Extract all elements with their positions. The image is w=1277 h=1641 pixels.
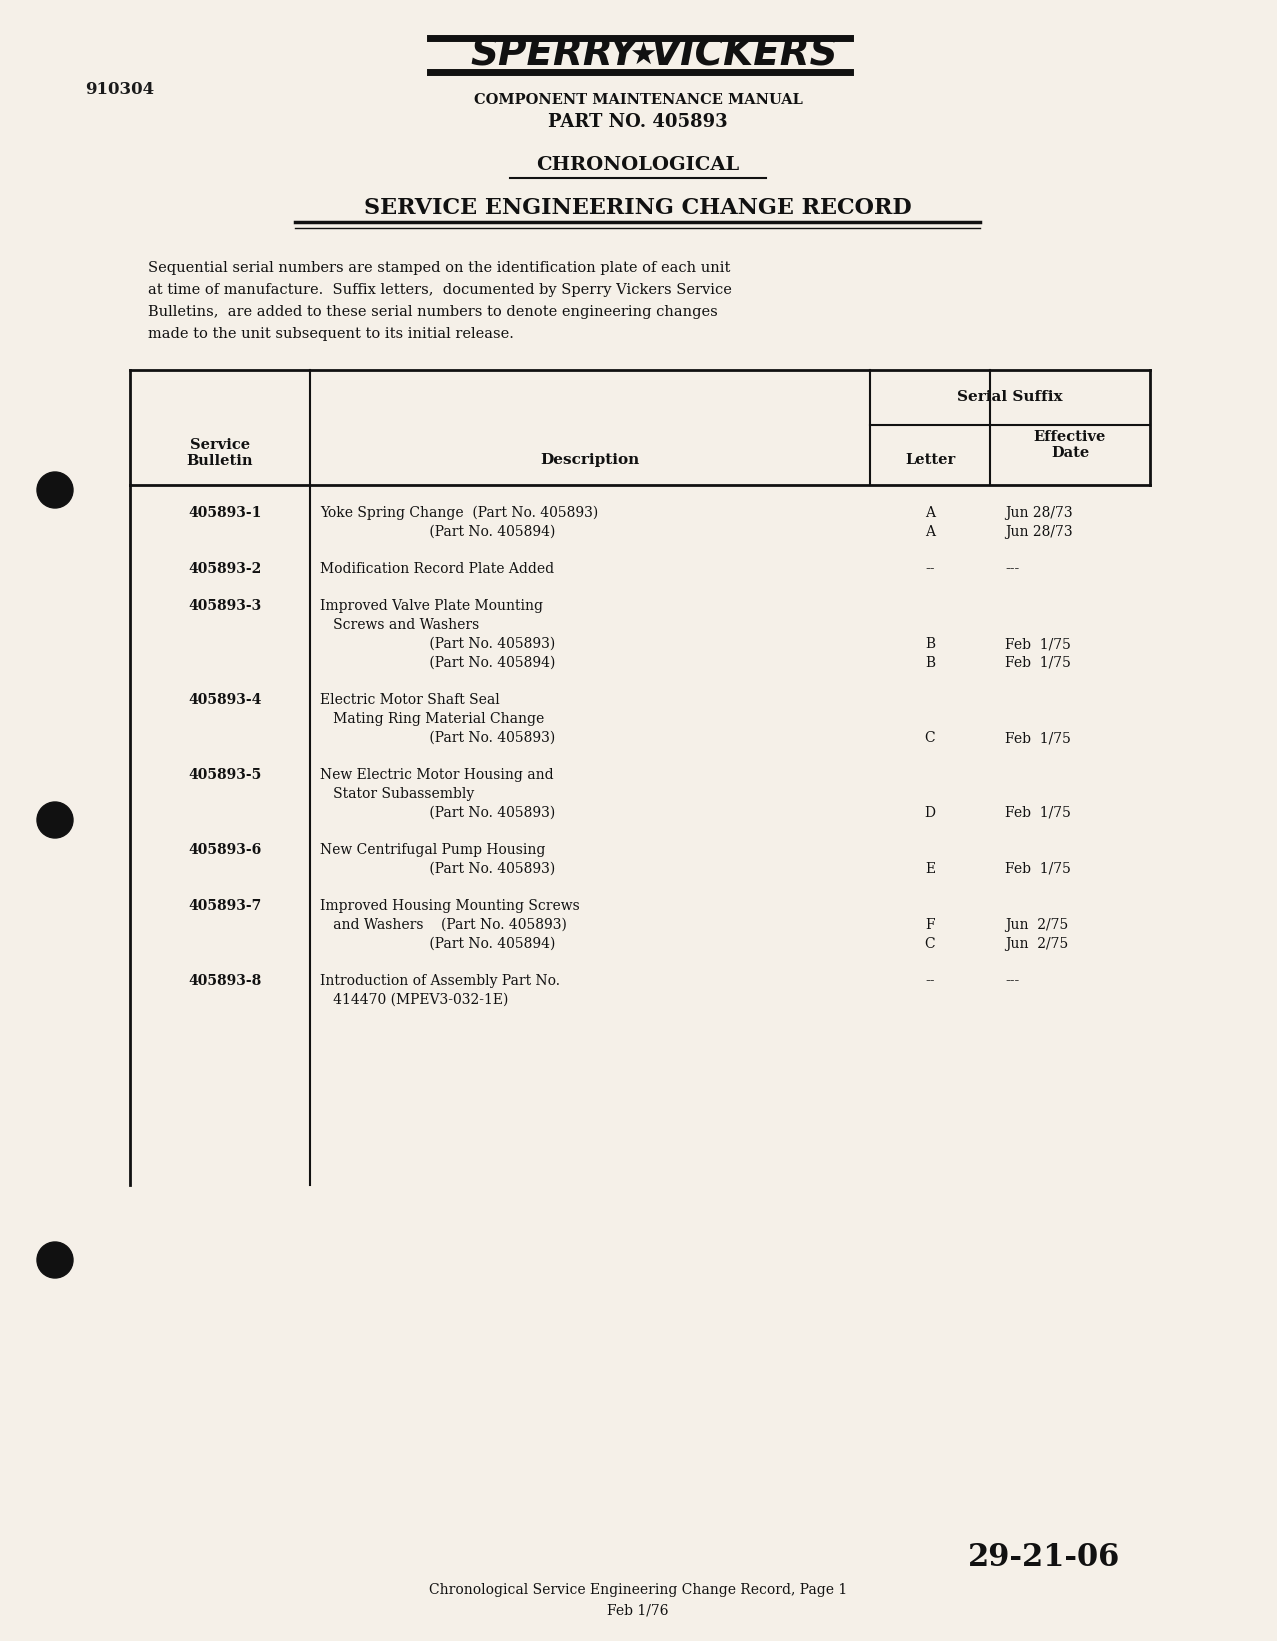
Text: VICKERS: VICKERS <box>650 36 838 74</box>
Text: 405893-2: 405893-2 <box>189 561 262 576</box>
Text: 405893-5: 405893-5 <box>189 768 262 783</box>
Text: and Washers    (Part No. 405893): and Washers (Part No. 405893) <box>321 917 567 932</box>
Text: 29-21-06: 29-21-06 <box>968 1543 1120 1574</box>
Text: at time of manufacture.  Suffix letters,  documented by Sperry Vickers Service: at time of manufacture. Suffix letters, … <box>148 282 732 297</box>
Text: Jun  2/75: Jun 2/75 <box>1005 937 1069 952</box>
Text: Feb  1/75: Feb 1/75 <box>1005 637 1071 651</box>
Text: 405893-7: 405893-7 <box>189 899 262 912</box>
Text: Bulletins,  are added to these serial numbers to denote engineering changes: Bulletins, are added to these serial num… <box>148 305 718 318</box>
Text: --: -- <box>926 975 935 988</box>
Text: SPERRY: SPERRY <box>471 36 638 74</box>
Text: Mating Ring Material Change: Mating Ring Material Change <box>321 712 544 725</box>
Text: Improved Housing Mounting Screws: Improved Housing Mounting Screws <box>321 899 580 912</box>
Text: --: -- <box>926 561 935 576</box>
Text: Feb  1/75: Feb 1/75 <box>1005 656 1071 670</box>
Text: (Part No. 405893): (Part No. 405893) <box>321 637 555 651</box>
Text: 405893-3: 405893-3 <box>189 599 262 614</box>
Text: 405893-1: 405893-1 <box>188 505 262 520</box>
Text: E: E <box>925 862 935 876</box>
Text: Feb  1/75: Feb 1/75 <box>1005 862 1071 876</box>
Text: Screws and Washers: Screws and Washers <box>321 619 479 632</box>
Circle shape <box>37 473 73 509</box>
Text: Feb 1/76: Feb 1/76 <box>608 1603 669 1616</box>
Text: Effective
Date: Effective Date <box>1034 430 1106 459</box>
Text: SERVICE ENGINEERING CHANGE RECORD: SERVICE ENGINEERING CHANGE RECORD <box>364 197 912 218</box>
Text: (Part No. 405893): (Part No. 405893) <box>321 730 555 745</box>
Text: CHRONOLOGICAL: CHRONOLOGICAL <box>536 156 739 174</box>
Text: 405893-4: 405893-4 <box>188 693 262 707</box>
Text: 405893-8: 405893-8 <box>189 975 262 988</box>
Text: Modification Record Plate Added: Modification Record Plate Added <box>321 561 554 576</box>
Text: Serial Suffix: Serial Suffix <box>958 391 1062 404</box>
Text: PART NO. 405893: PART NO. 405893 <box>548 113 728 131</box>
Text: C: C <box>925 730 935 745</box>
Text: Service
Bulletin: Service Bulletin <box>186 438 253 468</box>
Text: Chronological Service Engineering Change Record, Page 1: Chronological Service Engineering Change… <box>429 1584 847 1597</box>
Text: (Part No. 405894): (Part No. 405894) <box>321 656 555 670</box>
Text: C: C <box>925 937 935 952</box>
Text: Jun 28/73: Jun 28/73 <box>1005 505 1073 520</box>
Text: Sequential serial numbers are stamped on the identification plate of each unit: Sequential serial numbers are stamped on… <box>148 261 730 276</box>
Text: Description: Description <box>540 453 640 468</box>
Text: Letter: Letter <box>905 453 955 468</box>
Text: Feb  1/75: Feb 1/75 <box>1005 806 1071 820</box>
Text: F: F <box>926 917 935 932</box>
Text: ---: --- <box>1005 975 1019 988</box>
Text: 405893-6: 405893-6 <box>189 843 262 857</box>
Text: 414470 (MPEV3-032-1E): 414470 (MPEV3-032-1E) <box>321 993 508 1008</box>
Text: Feb  1/75: Feb 1/75 <box>1005 730 1071 745</box>
Text: Electric Motor Shaft Seal: Electric Motor Shaft Seal <box>321 693 499 707</box>
Text: ★: ★ <box>630 41 656 69</box>
Circle shape <box>37 1242 73 1278</box>
Text: A: A <box>925 525 935 538</box>
Text: B: B <box>925 656 935 670</box>
Text: New Centrifugal Pump Housing: New Centrifugal Pump Housing <box>321 843 545 857</box>
Text: (Part No. 405894): (Part No. 405894) <box>321 525 555 538</box>
Text: Jun  2/75: Jun 2/75 <box>1005 917 1069 932</box>
Text: (Part No. 405893): (Part No. 405893) <box>321 806 555 820</box>
Text: Improved Valve Plate Mounting: Improved Valve Plate Mounting <box>321 599 543 614</box>
Text: Yoke Spring Change  (Part No. 405893): Yoke Spring Change (Part No. 405893) <box>321 505 598 520</box>
Text: (Part No. 405893): (Part No. 405893) <box>321 862 555 876</box>
Text: D: D <box>925 806 936 820</box>
Text: 910304: 910304 <box>86 82 155 98</box>
Text: A: A <box>925 505 935 520</box>
Text: COMPONENT MAINTENANCE MANUAL: COMPONENT MAINTENANCE MANUAL <box>474 94 802 107</box>
Text: New Electric Motor Housing and: New Electric Motor Housing and <box>321 768 554 783</box>
Text: Stator Subassembly: Stator Subassembly <box>321 788 474 801</box>
Circle shape <box>37 802 73 839</box>
Text: (Part No. 405894): (Part No. 405894) <box>321 937 555 952</box>
Text: ---: --- <box>1005 561 1019 576</box>
Text: Introduction of Assembly Part No.: Introduction of Assembly Part No. <box>321 975 561 988</box>
Text: B: B <box>925 637 935 651</box>
Text: Jun 28/73: Jun 28/73 <box>1005 525 1073 538</box>
Text: made to the unit subsequent to its initial release.: made to the unit subsequent to its initi… <box>148 327 513 341</box>
